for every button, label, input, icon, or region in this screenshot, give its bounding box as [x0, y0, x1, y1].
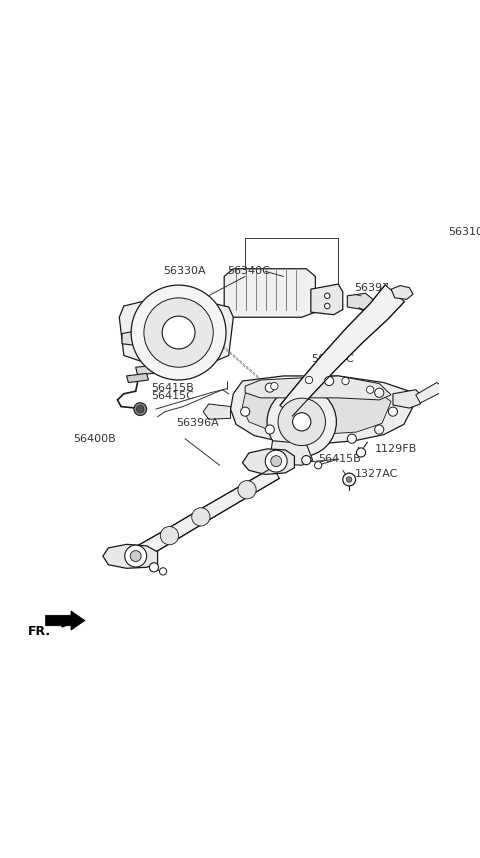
Polygon shape [127, 373, 148, 383]
Text: 56330A: 56330A [163, 266, 206, 276]
Circle shape [305, 377, 312, 384]
Text: FR.: FR. [28, 625, 51, 637]
Circle shape [125, 545, 147, 567]
Circle shape [324, 303, 330, 309]
Circle shape [159, 568, 167, 575]
Circle shape [388, 407, 397, 416]
Polygon shape [245, 376, 391, 400]
Circle shape [278, 398, 325, 445]
Circle shape [324, 377, 334, 385]
Circle shape [265, 384, 275, 392]
Text: 56390C: 56390C [311, 354, 354, 364]
Circle shape [271, 456, 282, 467]
Polygon shape [242, 383, 391, 435]
Circle shape [162, 316, 195, 349]
Circle shape [324, 293, 330, 299]
Polygon shape [46, 611, 85, 630]
Circle shape [238, 480, 256, 498]
Circle shape [130, 551, 141, 561]
Circle shape [271, 383, 278, 390]
Polygon shape [280, 285, 405, 416]
Circle shape [137, 406, 144, 413]
Polygon shape [270, 441, 312, 465]
Text: 56310: 56310 [448, 227, 480, 237]
Text: 1129FB: 1129FB [375, 444, 417, 454]
Circle shape [342, 378, 349, 384]
Circle shape [293, 413, 311, 431]
Polygon shape [416, 383, 443, 403]
Circle shape [347, 477, 352, 482]
Text: 1327AC: 1327AC [355, 469, 398, 480]
Circle shape [302, 456, 311, 465]
Polygon shape [120, 299, 233, 363]
Circle shape [131, 285, 226, 380]
Polygon shape [311, 284, 343, 315]
Text: 56340C: 56340C [227, 266, 270, 276]
Polygon shape [391, 286, 413, 299]
Text: 56400B: 56400B [73, 433, 117, 444]
Text: 56415B: 56415B [318, 454, 361, 464]
Polygon shape [136, 365, 163, 375]
Circle shape [367, 386, 374, 393]
Circle shape [265, 425, 275, 434]
Circle shape [192, 508, 210, 526]
Polygon shape [348, 293, 373, 310]
Circle shape [144, 298, 213, 367]
Circle shape [267, 387, 336, 456]
Circle shape [357, 448, 366, 457]
Circle shape [375, 388, 384, 397]
Circle shape [160, 527, 179, 545]
Circle shape [149, 563, 158, 572]
Polygon shape [122, 331, 139, 345]
Polygon shape [103, 544, 157, 568]
Polygon shape [136, 468, 279, 559]
Circle shape [265, 450, 287, 472]
Circle shape [240, 407, 250, 416]
Circle shape [348, 434, 357, 444]
Polygon shape [242, 449, 294, 474]
Polygon shape [393, 390, 422, 408]
Polygon shape [203, 404, 230, 420]
Circle shape [375, 425, 384, 434]
Circle shape [314, 462, 322, 468]
Text: 56396A: 56396A [176, 419, 218, 428]
Polygon shape [224, 269, 315, 317]
Polygon shape [230, 376, 413, 444]
Text: 56415C: 56415C [151, 391, 194, 402]
Text: 56415B: 56415B [151, 383, 194, 393]
Circle shape [343, 473, 356, 486]
Text: 56397: 56397 [355, 282, 390, 293]
Circle shape [134, 402, 147, 415]
